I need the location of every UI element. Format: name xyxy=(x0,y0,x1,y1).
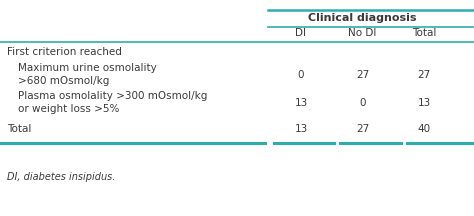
Text: 27: 27 xyxy=(356,124,369,133)
Text: DI: DI xyxy=(295,29,307,38)
Text: Plasma osmolality >300 mOsmol/kg: Plasma osmolality >300 mOsmol/kg xyxy=(18,91,208,101)
Text: 0: 0 xyxy=(298,70,304,79)
Text: No DI: No DI xyxy=(348,29,377,38)
Text: >680 mOsmol/kg: >680 mOsmol/kg xyxy=(18,76,109,86)
Text: Total: Total xyxy=(7,124,31,133)
Text: 27: 27 xyxy=(356,70,369,79)
Text: Total: Total xyxy=(412,29,437,38)
Text: 13: 13 xyxy=(294,98,308,108)
Text: Maximum urine osmolality: Maximum urine osmolality xyxy=(18,63,157,73)
Text: or weight loss >5%: or weight loss >5% xyxy=(18,104,119,114)
Text: 13: 13 xyxy=(418,98,431,108)
Text: 0: 0 xyxy=(359,98,366,108)
Text: 40: 40 xyxy=(418,124,431,133)
Text: First criterion reached: First criterion reached xyxy=(7,47,122,57)
Text: 27: 27 xyxy=(418,70,431,79)
Text: 13: 13 xyxy=(294,124,308,133)
Text: DI, diabetes insipidus.: DI, diabetes insipidus. xyxy=(7,172,116,182)
Text: Clinical diagnosis: Clinical diagnosis xyxy=(309,13,417,23)
